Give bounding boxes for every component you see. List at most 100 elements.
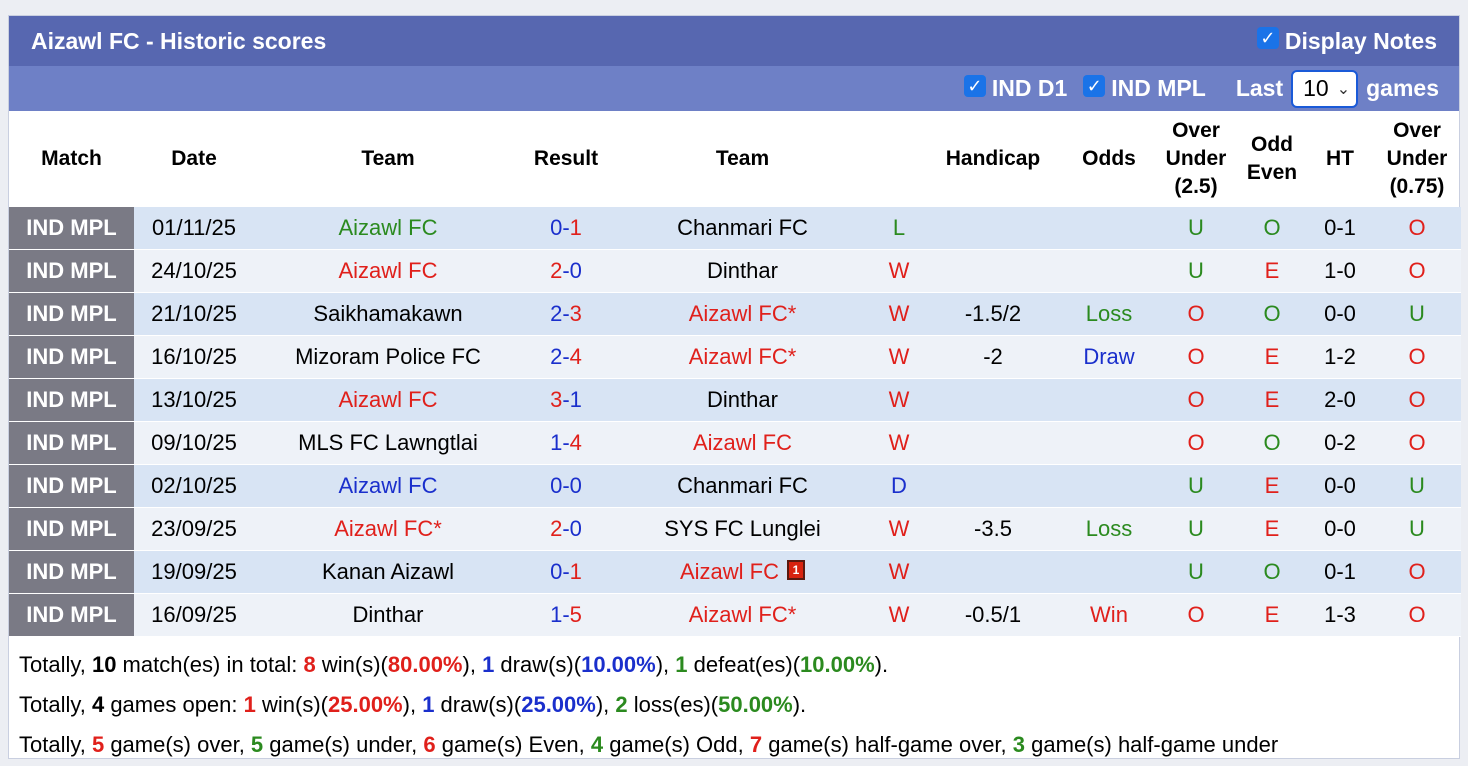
result-cell[interactable]: 1-5 [522,593,610,637]
historic-scores-panel: Aizawl FC - Historic scores ✓ Display No… [8,15,1461,759]
league-cell[interactable]: IND MPL [9,507,134,551]
over-under-075-cell: U [1373,507,1461,551]
away-team-name[interactable]: SYS FC Lunglei [664,516,821,541]
league-cell[interactable]: IND MPL [9,292,134,336]
home-team-name[interactable]: Saikhamakawn [313,301,463,326]
home-team-cell[interactable]: Dinthar [254,593,522,637]
ou25-line1: Over [1172,119,1220,142]
filter-ind-mpl[interactable]: ✓ IND MPL [1083,74,1206,102]
display-notes-toggle[interactable]: ✓ Display Notes [1256,27,1437,55]
ind-d1-checkbox[interactable]: ✓ [963,74,986,97]
home-team-cell[interactable]: Saikhamakawn [254,292,522,336]
home-team-cell[interactable]: Aizawl FC [254,207,522,250]
chevron-down-icon: ⌄ [1336,80,1351,98]
wl-cell: W [875,249,923,293]
odds-cell: Win [1063,593,1155,637]
league-cell[interactable]: IND MPL [9,207,134,250]
league-cell[interactable]: IND MPL [9,550,134,594]
away-team-name[interactable]: Aizawl FC* [688,301,797,326]
home-team-cell[interactable]: MLS FC Lawngtlai [254,421,522,465]
filter-ind-d1[interactable]: ✓ IND D1 [963,74,1067,102]
away-team-cell[interactable]: Chanmari FC [610,207,875,250]
result-cell[interactable]: 3-1 [522,378,610,422]
result-cell[interactable]: 0-0 [522,464,610,508]
away-team-name[interactable]: Aizawl FC* [688,344,797,369]
ind-mpl-checkbox[interactable]: ✓ [1083,74,1106,97]
away-team-name[interactable]: Aizawl FC [692,430,792,455]
away-team-cell[interactable]: Aizawl FC* [610,335,875,379]
away-team-name[interactable]: Dinthar [707,258,778,283]
summary-segment: 80.00% [387,652,463,677]
result-cell[interactable]: 2-3 [522,292,610,336]
home-team-name[interactable]: Dinthar [352,602,424,627]
league-cell[interactable]: IND MPL [9,464,134,508]
home-team-name[interactable]: Aizawl FC [338,473,438,498]
away-team-cell[interactable]: Dinthar [610,249,875,293]
home-team-name[interactable]: Kanan Aizawl [321,559,455,584]
summary-segment: 5 [91,732,105,757]
over-under-25-cell: O [1155,335,1237,379]
last-games-select[interactable]: 10 ⌄ [1291,69,1359,108]
over-under-25-cell: O [1155,593,1237,637]
over-under-25-cell: O [1155,378,1237,422]
result-cell[interactable]: 2-0 [522,249,610,293]
summary-segment: 1 [243,692,256,717]
away-score: 1 [569,215,582,240]
over-under-25-cell: O [1155,292,1237,336]
away-team-cell[interactable]: SYS FC Lunglei [610,507,875,551]
away-score: 3 [569,301,582,326]
away-team-cell[interactable]: Aizawl FC* [610,292,875,336]
away-score: 4 [569,430,582,455]
summary-line-results: Totally, 10 match(es) in total: 8 win(s)… [19,645,1459,685]
away-score: 5 [569,602,582,627]
home-team-name[interactable]: Aizawl FC [338,215,438,240]
result-cell[interactable]: 1-4 [522,421,610,465]
league-cell[interactable]: IND MPL [9,593,134,637]
table-row: IND MPL 01/11/25 Aizawl FC 0-1 Chanmari FC L U… [9,207,1461,250]
away-team-name[interactable]: Aizawl FC* [688,602,797,627]
result-cell[interactable]: 0-1 [522,550,610,594]
ou25-line2: Under [1165,147,1227,170]
summary-segment: 10 [91,652,117,677]
ou25-line3: (2.5) [1174,175,1218,198]
wl-cell: W [875,421,923,465]
col-handicap: Handicap [945,147,1041,170]
summary-segment: ), [655,652,676,677]
away-team-name[interactable]: Dinthar [707,387,778,412]
away-team-name[interactable]: Aizawl FC [679,559,779,584]
home-team-name[interactable]: Mizoram Police FC [295,344,481,369]
home-team-cell[interactable]: Aizawl FC [254,378,522,422]
col-wl [875,111,923,207]
away-team-cell[interactable]: Aizawl FC* [610,593,875,637]
away-team-name[interactable]: Chanmari FC [677,473,808,498]
oe-line1: Odd [1251,133,1293,156]
away-team-name[interactable]: Chanmari FC [677,215,808,240]
home-score: 1 [550,602,563,627]
away-team-cell[interactable]: Aizawl FC [610,421,875,465]
result-cell[interactable]: 2-4 [522,335,610,379]
home-team-cell[interactable]: Kanan Aizawl [254,550,522,594]
home-team-name[interactable]: Aizawl FC [338,387,438,412]
result-cell[interactable]: 2-0 [522,507,610,551]
home-team-cell[interactable]: Mizoram Police FC [254,335,522,379]
away-score: 1 [569,387,582,412]
league-cell[interactable]: IND MPL [9,335,134,379]
ht-cell: 0-0 [1307,464,1373,508]
league-cell[interactable]: IND MPL [9,249,134,293]
away-team-cell[interactable]: Aizawl FC 1 [610,550,875,594]
display-notes-checkbox[interactable]: ✓ [1256,27,1279,49]
result-cell[interactable]: 0-1 [522,207,610,250]
home-team-cell[interactable]: Aizawl FC* [254,507,522,551]
home-team-name[interactable]: MLS FC Lawngtlai [298,430,478,455]
home-team-cell[interactable]: Aizawl FC [254,464,522,508]
odd-even-cell: O [1237,292,1307,336]
home-team-name[interactable]: Aizawl FC* [334,516,442,541]
league-cell[interactable]: IND MPL [9,378,134,422]
home-team-cell[interactable]: Aizawl FC [254,249,522,293]
ou075-line1: Over [1393,119,1441,142]
home-team-name[interactable]: Aizawl FC [338,258,438,283]
handicap-cell: -1.5/2 [923,292,1063,336]
away-team-cell[interactable]: Dinthar [610,378,875,422]
league-cell[interactable]: IND MPL [9,421,134,465]
away-team-cell[interactable]: Chanmari FC [610,464,875,508]
